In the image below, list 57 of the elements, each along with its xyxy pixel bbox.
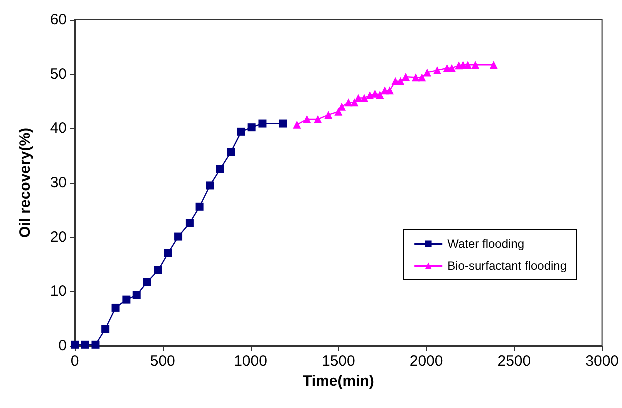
point [237, 128, 246, 136]
point [402, 73, 410, 82]
point [293, 120, 302, 129]
point [186, 219, 194, 228]
y-tick-label: 60 [50, 12, 67, 28]
point [350, 98, 359, 107]
point [303, 115, 312, 124]
point [143, 278, 152, 286]
x-tick-label: 500 [150, 353, 176, 370]
y-tick-label: 0 [58, 338, 67, 354]
x-tick-label: 1000 [234, 353, 268, 370]
point [216, 165, 224, 174]
point [433, 66, 442, 75]
point [448, 64, 456, 72]
y-tick-label: 20 [50, 228, 67, 246]
point [132, 291, 141, 300]
x-tick-label: 2500 [498, 353, 532, 370]
point [258, 120, 267, 128]
point [154, 266, 162, 274]
point [360, 94, 368, 102]
y-tick-label: 10 [50, 283, 67, 300]
x-tick-label: 0 [70, 353, 80, 370]
point [196, 202, 204, 211]
point [396, 77, 405, 86]
point [174, 232, 183, 241]
point [81, 340, 90, 349]
point [490, 61, 498, 70]
legend-label: Water flooding [448, 237, 525, 251]
x-tick-label: 1500 [322, 353, 356, 370]
x-tick-label: 2000 [410, 353, 444, 370]
point [386, 86, 394, 95]
point [227, 148, 236, 156]
x-axis-title: Time(min) [302, 372, 374, 390]
point [334, 108, 343, 116]
point [102, 325, 110, 334]
point [314, 115, 322, 124]
y-tick-label: 30 [50, 174, 67, 192]
point [92, 340, 100, 349]
y-tick-label: 40 [50, 120, 67, 138]
y-axis-title: Oil recovery(%) [17, 128, 34, 238]
point [344, 98, 353, 107]
point [164, 249, 173, 258]
point [412, 74, 420, 82]
point [376, 90, 384, 99]
x-tick-label: 3000 [586, 353, 620, 370]
point [464, 61, 472, 70]
point [279, 120, 288, 128]
point [122, 296, 131, 304]
point [112, 304, 120, 312]
legend-label: Bio-surfactant flooding [448, 259, 568, 273]
point [472, 61, 480, 70]
point [423, 68, 432, 77]
point [418, 74, 426, 82]
point [206, 182, 214, 190]
point [248, 124, 256, 132]
point [324, 111, 333, 120]
y-tick-label: 50 [50, 66, 67, 83]
